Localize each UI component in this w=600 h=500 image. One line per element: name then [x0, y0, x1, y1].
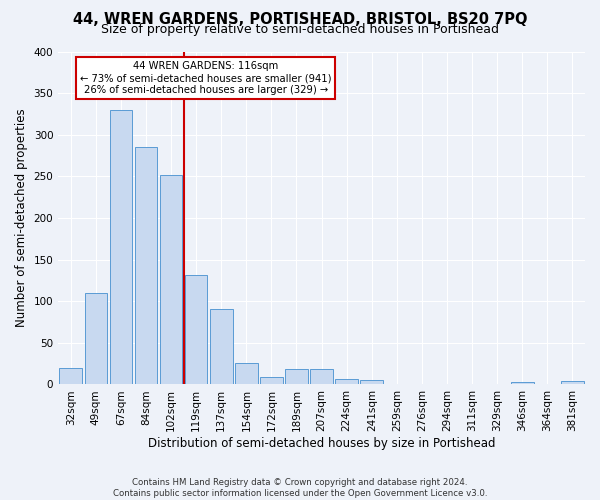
- Bar: [310, 368, 333, 384]
- Text: Size of property relative to semi-detached houses in Portishead: Size of property relative to semi-detach…: [101, 22, 499, 36]
- Bar: [285, 368, 308, 384]
- Bar: [335, 380, 358, 384]
- Bar: [561, 381, 584, 384]
- Y-axis label: Number of semi-detached properties: Number of semi-detached properties: [15, 108, 28, 328]
- Bar: [235, 363, 257, 384]
- Bar: [110, 110, 132, 384]
- Bar: [361, 380, 383, 384]
- Bar: [185, 274, 208, 384]
- Bar: [59, 368, 82, 384]
- Bar: [85, 293, 107, 384]
- Text: Contains HM Land Registry data © Crown copyright and database right 2024.
Contai: Contains HM Land Registry data © Crown c…: [113, 478, 487, 498]
- Bar: [134, 147, 157, 384]
- Text: 44, WREN GARDENS, PORTISHEAD, BRISTOL, BS20 7PQ: 44, WREN GARDENS, PORTISHEAD, BRISTOL, B…: [73, 12, 527, 28]
- Text: 44 WREN GARDENS: 116sqm
← 73% of semi-detached houses are smaller (941)
26% of s: 44 WREN GARDENS: 116sqm ← 73% of semi-de…: [80, 62, 331, 94]
- Bar: [511, 382, 533, 384]
- Bar: [260, 377, 283, 384]
- Bar: [160, 174, 182, 384]
- Bar: [210, 308, 233, 384]
- X-axis label: Distribution of semi-detached houses by size in Portishead: Distribution of semi-detached houses by …: [148, 437, 496, 450]
